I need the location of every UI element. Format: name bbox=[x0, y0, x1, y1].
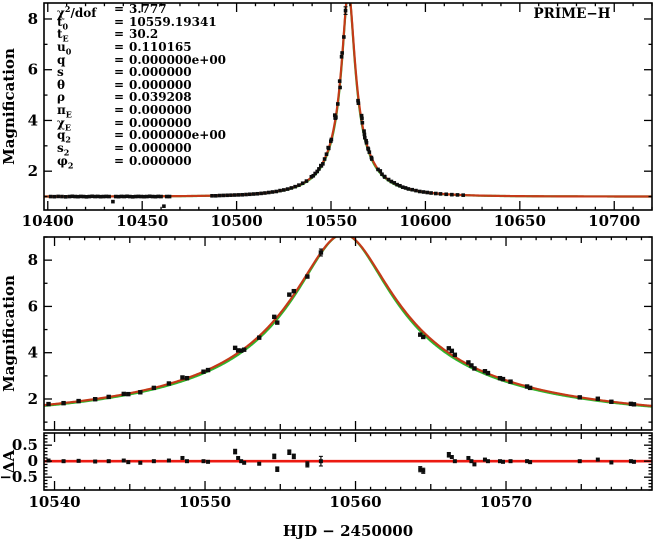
fit-param-equals: = bbox=[114, 90, 125, 105]
fit-param-value: 0.039208 bbox=[129, 90, 192, 105]
fit-param-symbol: φ2 bbox=[57, 153, 74, 171]
ticks-resid bbox=[44, 433, 652, 491]
fit-param-row: ρ = 0.039208 bbox=[57, 91, 226, 104]
fit-param-row: u0 = 0.110165 bbox=[57, 41, 226, 57]
fit-param-row: tE = 30.2 bbox=[57, 28, 226, 44]
observatory-label: PRIME−H bbox=[534, 6, 611, 22]
fit-param-equals: = bbox=[114, 27, 125, 42]
fit-param-symbol: q2 bbox=[57, 128, 71, 145]
fit-param-value: 0.000000 bbox=[129, 77, 192, 92]
fit-param-equals: = bbox=[114, 77, 125, 92]
y-tick-label: 8 bbox=[28, 251, 38, 269]
fit-param-equals: = bbox=[114, 14, 125, 29]
fit-param-symbol: s2 bbox=[57, 141, 70, 158]
y-tick-label: 2 bbox=[28, 390, 38, 408]
y-tick-label: 0.5 bbox=[12, 436, 38, 454]
fit-param-equals: = bbox=[114, 65, 125, 80]
fit-param-row: θ = 0.000000 bbox=[57, 79, 226, 92]
x-tick-label: 10560 bbox=[329, 493, 381, 511]
panel-detail: 2 4 6 8 Magnification bbox=[0, 236, 653, 431]
model-curve-primary bbox=[44, 237, 652, 408]
fit-param-row: s = 0.000000 bbox=[57, 66, 226, 79]
fit-param-row: χE = 0.000000 bbox=[57, 116, 226, 132]
fit-param-value: 0.110165 bbox=[129, 39, 192, 54]
fit-param-symbol: t0 bbox=[57, 14, 69, 32]
y-axis-label-resid: ΔA bbox=[0, 450, 18, 474]
fit-param-symbol: θ bbox=[57, 77, 66, 92]
fit-param-value: 0.000000 bbox=[129, 153, 192, 168]
fit-param-equals: = bbox=[114, 153, 125, 168]
panel-full: 10400 10450 10500 10550 10600 10650 10700 2 4 6 8 M… bbox=[0, 2, 653, 230]
fit-param-row: φ2 = 0.000000 bbox=[57, 154, 226, 170]
model-curve-secondary bbox=[44, 237, 652, 408]
y-axis-label-full: Magnification bbox=[0, 48, 18, 165]
x-tick-label: 10450 bbox=[116, 212, 168, 230]
panel-frame bbox=[43, 2, 653, 211]
fit-param-equals: = bbox=[114, 103, 125, 118]
y-tick-label: 6 bbox=[28, 61, 38, 79]
x-tick-label: 10700 bbox=[588, 212, 640, 230]
fit-param-equals: = bbox=[114, 2, 125, 16]
fit-param-value: 0.000000 bbox=[129, 65, 192, 80]
y-tick-label: 2 bbox=[28, 162, 38, 180]
x-tick-label: 10550 bbox=[179, 493, 231, 511]
fit-param-row: q2 = 0.000000e+00 bbox=[57, 129, 226, 145]
fit-param-row: πE = 0.000000 bbox=[57, 104, 226, 120]
fit-param-value: 10559.19341 bbox=[129, 14, 217, 29]
fit-param-equals: = bbox=[114, 115, 125, 130]
fit-param-equals: = bbox=[114, 39, 125, 54]
x-tick-label: 10600 bbox=[399, 212, 451, 230]
fit-param-symbol: u0 bbox=[57, 39, 72, 57]
fit-param-symbol: tE bbox=[57, 27, 69, 44]
fit-param-row: s2 = 0.000000 bbox=[57, 142, 226, 158]
fit-param-row: q = 0.000000e+00 bbox=[57, 52, 227, 67]
data-points-detail bbox=[46, 248, 637, 407]
fit-param-symbol: ρ bbox=[57, 90, 65, 105]
y-tick-label: −0.5 bbox=[0, 468, 38, 486]
ticks-detail bbox=[44, 236, 652, 430]
fit-param-value: 0.000000e+00 bbox=[129, 52, 227, 67]
fit-parameters-block: χ2/dof = 3.777 t0 = 10559.19341 tE = 30.2 u0 = 0.11… bbox=[57, 3, 227, 170]
y-tick-label: 0 bbox=[28, 452, 38, 470]
fit-param-equals: = bbox=[114, 128, 125, 143]
fit-param-value: 0.000000 bbox=[129, 115, 192, 130]
y-tick-label: 4 bbox=[28, 111, 38, 129]
ticks-full bbox=[44, 3, 653, 210]
x-tick-label: 10500 bbox=[211, 212, 263, 230]
fit-param-symbol: χE bbox=[57, 115, 72, 133]
x-tick-label: 10570 bbox=[480, 493, 532, 511]
fit-param-equals: = bbox=[114, 52, 125, 67]
fit-param-value: 3.777 bbox=[129, 2, 167, 16]
fit-param-row: t0 = 10559.19341 bbox=[57, 15, 226, 31]
x-axis-label: HJD − 2450000 bbox=[283, 522, 413, 540]
fit-param-value: 30.2 bbox=[129, 27, 159, 42]
fit-param-symbol: q bbox=[57, 52, 66, 67]
fit-param-symbol: s bbox=[57, 65, 64, 80]
fit-param-value: 0.000000 bbox=[129, 103, 192, 118]
fit-param-row: χ2/dof = 3.777 bbox=[57, 3, 226, 19]
x-tick-label: 10400 bbox=[22, 212, 74, 230]
y-tick-label: 8 bbox=[28, 10, 38, 28]
fit-param-equals: = bbox=[114, 141, 125, 156]
fit-param-value: 0.000000 bbox=[129, 141, 192, 156]
fit-param-symbol: χ2/dof bbox=[57, 4, 97, 20]
data-points-full bbox=[48, 6, 465, 208]
panel-resid: 10540 10550 10560 10570 0.50−0.5ΔA bbox=[0, 432, 653, 511]
x-tick-label: 10650 bbox=[494, 212, 546, 230]
panel-frame bbox=[43, 236, 653, 431]
y-axis-label-detail: Magnification bbox=[0, 275, 18, 392]
data-points-resid bbox=[46, 448, 636, 474]
x-tick-label: 10550 bbox=[305, 212, 357, 230]
fit-param-symbol: πE bbox=[57, 103, 72, 120]
fit-param-value: 0.000000e+00 bbox=[129, 128, 227, 143]
x-tick-label: 10540 bbox=[28, 493, 80, 511]
y-tick-label: 6 bbox=[28, 297, 38, 315]
y-tick-label: 4 bbox=[28, 344, 38, 362]
